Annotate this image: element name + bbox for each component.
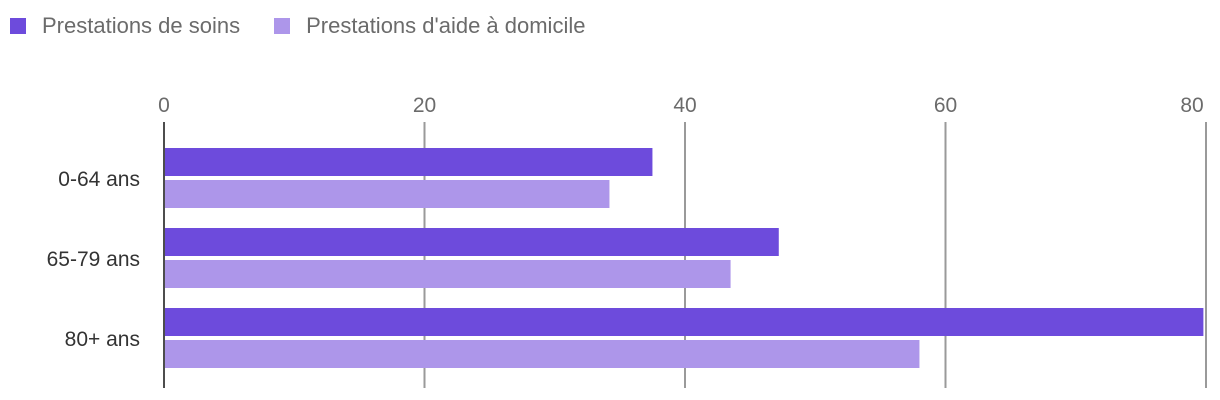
category-label-2: 80+ ans — [65, 328, 140, 351]
category-label-1: 65-79 ans — [47, 248, 140, 271]
x-tick-label-0: 0 — [158, 94, 170, 117]
legend-swatch-aide — [274, 18, 291, 34]
bar-aide-1[interactable] — [164, 260, 731, 288]
bar-soins-1[interactable] — [164, 228, 779, 256]
x-tick-label-40: 40 — [673, 94, 696, 117]
x-tick-label-80: 80 — [1180, 94, 1203, 117]
x-tick-label-20: 20 — [413, 94, 436, 117]
legend-item-aide[interactable]: Prestations d'aide à domicile — [274, 13, 585, 39]
category-label-0: 0-64 ans — [58, 168, 140, 191]
bar-aide-2[interactable] — [164, 340, 920, 368]
x-tick-label-60: 60 — [934, 94, 957, 117]
legend-label-aide: Prestations d'aide à domicile — [306, 13, 586, 38]
legend-label-soins: Prestations de soins — [42, 13, 241, 38]
legend-item-soins[interactable]: Prestations de soins — [10, 13, 240, 39]
bar-soins-2[interactable] — [164, 308, 1204, 336]
bar-aide-0[interactable] — [164, 180, 610, 208]
legend-swatch-soins — [10, 18, 26, 34]
bar-soins-0[interactable] — [164, 148, 653, 176]
legend: Prestations de soins Prestations d'aide … — [10, 12, 619, 40]
